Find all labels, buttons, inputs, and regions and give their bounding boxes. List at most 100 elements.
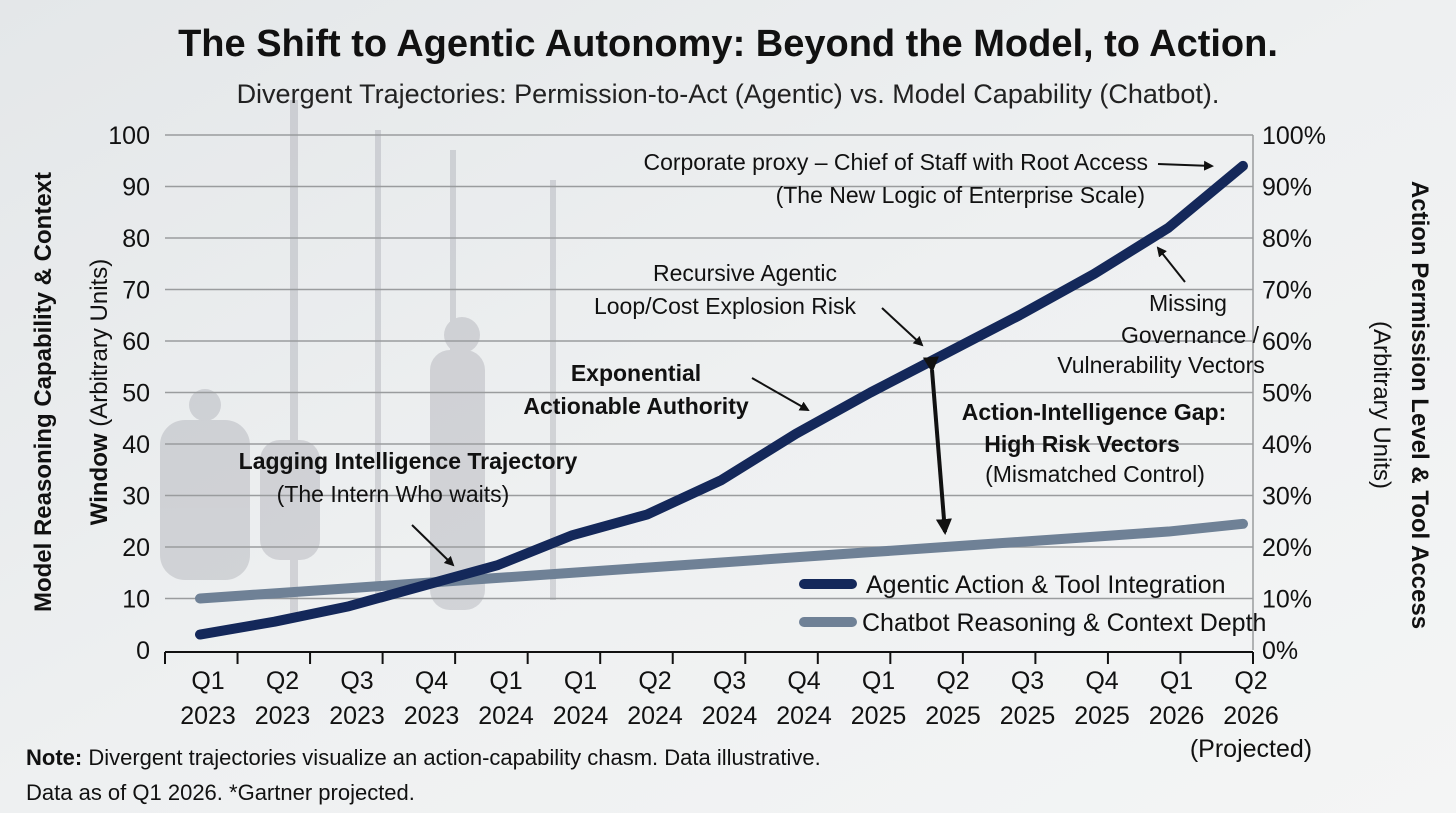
chatbot-data-point bbox=[497, 577, 499, 579]
x-tick-label-quarter: Q1 bbox=[1160, 667, 1193, 695]
agentic-data-point bbox=[1168, 227, 1169, 229]
y-axis-ticks: 0 10 20 30 40 50 60 70 80 90 100 bbox=[108, 122, 150, 665]
chart-subtitle: Divergent Trajectories: Permission-to-Ac… bbox=[237, 79, 1220, 109]
agentic-data-point bbox=[199, 634, 201, 636]
footnote-line2: Data as of Q1 2026. *Gartner projected. bbox=[26, 780, 415, 805]
annotation-gap-1: Action-Intelligence Gap: bbox=[962, 399, 1227, 425]
x-tick-label-quarter: Q2 bbox=[638, 667, 671, 695]
arrow-corporate bbox=[1157, 160, 1214, 171]
y-tick-label: 40 bbox=[122, 431, 150, 459]
legend-label-chatbot: Chatbot Reasoning & Context Depth bbox=[862, 609, 1266, 637]
y2-axis-ticks: 0% 10% 20% 30% 40% 50% 60% 70% 80% 90% 100% bbox=[1262, 122, 1326, 665]
annotation-lagging-2: (The Intern Who waits) bbox=[277, 481, 510, 507]
x-tick-label-year: 2024 bbox=[776, 702, 832, 730]
y-tick-label: 100 bbox=[108, 122, 150, 150]
agentic-data-point bbox=[1019, 314, 1020, 316]
y2-tick-label: 70% bbox=[1262, 277, 1312, 305]
x-tick-label-year: 2024 bbox=[627, 702, 683, 730]
agentic-data-point bbox=[423, 585, 424, 587]
annotation-corporate-1: Corporate proxy – Chief of Staff with Ro… bbox=[643, 149, 1148, 175]
agentic-data-point bbox=[1242, 165, 1244, 167]
y2-tick-label: 60% bbox=[1262, 328, 1312, 356]
x-tick-label-year: 2024 bbox=[702, 702, 758, 730]
chatbot-data-point bbox=[795, 556, 797, 558]
arrow-lagging bbox=[411, 524, 455, 567]
annotation-missing-2: Governance / bbox=[1121, 322, 1260, 348]
y-tick-label: 0 bbox=[136, 637, 150, 665]
agentic-data-point bbox=[497, 564, 499, 566]
y2-tick-label: 80% bbox=[1262, 225, 1312, 253]
y-tick-label: 80 bbox=[122, 225, 150, 253]
annotation-recursive-2: Loop/Cost Explosion Risk bbox=[594, 293, 857, 319]
y2-tick-label: 40% bbox=[1262, 431, 1312, 459]
chatbot-data-point bbox=[944, 546, 946, 548]
series-lines bbox=[195, 160, 1248, 640]
chatbot-data-point bbox=[348, 587, 350, 589]
chatbot-data-point bbox=[1242, 523, 1244, 525]
x-tick-label-quarter: Q1 bbox=[564, 667, 597, 695]
x-tick-label-year: 2023 bbox=[180, 702, 236, 730]
y2-tick-label: 100% bbox=[1262, 122, 1326, 150]
agentic-data-point bbox=[795, 433, 797, 435]
y-tick-label: 60 bbox=[122, 328, 150, 356]
x-tick-label-quarter: Q1 bbox=[862, 667, 895, 695]
y2-axis-label: Action Permission Level & Tool Access (A… bbox=[1362, 155, 1438, 655]
y-tick-label: 90 bbox=[122, 174, 150, 202]
chatbot-data-point bbox=[572, 572, 573, 574]
y2-axis-label-title: Action Permission Level & Tool Access bbox=[1406, 180, 1433, 630]
annotations: Corporate proxy – Chief of Staff with Ro… bbox=[239, 149, 1265, 567]
agentic-data-point bbox=[721, 479, 722, 481]
x-tick-label-year: 2025 bbox=[925, 702, 981, 730]
y2-tick-label: 30% bbox=[1262, 483, 1312, 511]
chatbot-data-point bbox=[199, 598, 201, 599]
x-tick-label-year: 2025 bbox=[851, 702, 907, 730]
x-tick-label-quarter: Q3 bbox=[340, 667, 373, 695]
y2-axis-label-units: (Arbitrary Units) bbox=[1368, 320, 1395, 489]
y2-tick-label: 50% bbox=[1262, 380, 1312, 408]
chatbot-data-point bbox=[721, 561, 722, 563]
background-photo bbox=[160, 100, 556, 620]
chatbot-data-point bbox=[870, 551, 871, 553]
annotation-gap-3: (Mismatched Control) bbox=[985, 461, 1205, 487]
chatbot-data-point bbox=[1168, 531, 1169, 533]
y2-tick-label: 90% bbox=[1262, 174, 1312, 202]
x-tick-label-quarter: Q4 bbox=[787, 667, 820, 695]
y2-tick-label: 0% bbox=[1262, 637, 1298, 665]
gap-double-arrow bbox=[922, 356, 952, 535]
x-tick-label-quarter: Q3 bbox=[1011, 667, 1044, 695]
x-tick-label-year: 2023 bbox=[404, 702, 460, 730]
x-tick-label-year: 2024 bbox=[478, 702, 534, 730]
y-tick-label: 20 bbox=[122, 534, 150, 562]
x-tick-label-year: 2023 bbox=[329, 702, 385, 730]
y2-tick-label: 10% bbox=[1262, 586, 1312, 614]
legend-label-agentic: Agentic Action & Tool Integration bbox=[866, 571, 1226, 599]
x-tick-label-quarter: Q4 bbox=[1085, 667, 1118, 695]
annotation-missing-1: Missing bbox=[1149, 290, 1227, 316]
annotation-exponential-1: Exponential bbox=[571, 360, 701, 386]
x-tick-label-year: 2026 bbox=[1223, 702, 1279, 730]
chatbot-data-point bbox=[1093, 536, 1095, 538]
annotation-lagging-1: Lagging Intelligence Trajectory bbox=[239, 448, 578, 474]
y-axis-label: Model Reasoning Capability & Context Win… bbox=[16, 167, 128, 617]
x-tick-label-year: 2024 bbox=[553, 702, 609, 730]
y-tick-label: 70 bbox=[122, 277, 150, 305]
annotation-corporate-2: (The New Logic of Enterprise Scale) bbox=[776, 182, 1145, 208]
legend: Agentic Action & Tool Integration Chatbo… bbox=[799, 571, 1266, 637]
agentic-data-point bbox=[348, 605, 350, 607]
x-tick-label-quarter: Q2 bbox=[936, 667, 969, 695]
annotation-missing-3: Vulnerability Vectors bbox=[1057, 352, 1265, 378]
agentic-data-point bbox=[572, 534, 573, 536]
y2-tick-label: 20% bbox=[1262, 534, 1312, 562]
chatbot-data-point bbox=[274, 592, 275, 594]
x-tick-label-quarter: Q1 bbox=[191, 667, 224, 695]
chatbot-data-point bbox=[1019, 541, 1020, 543]
x-tick-label-year: 2026 bbox=[1149, 702, 1205, 730]
agentic-data-point bbox=[1093, 273, 1095, 275]
chatbot-data-point bbox=[646, 567, 648, 569]
x-axis: Q1 2023 Q2 2023 Q3 2023 Q4 2023 Q1 2024 Q1 2024 Q2 20… bbox=[164, 651, 1312, 763]
annotation-gap-2: High Risk Vectors bbox=[984, 431, 1180, 457]
chart-title: The Shift to Agentic Autonomy: Beyond th… bbox=[178, 23, 1278, 65]
x-tick-label-year: 2023 bbox=[255, 702, 311, 730]
annotation-exponential-2: Actionable Authority bbox=[523, 393, 749, 419]
